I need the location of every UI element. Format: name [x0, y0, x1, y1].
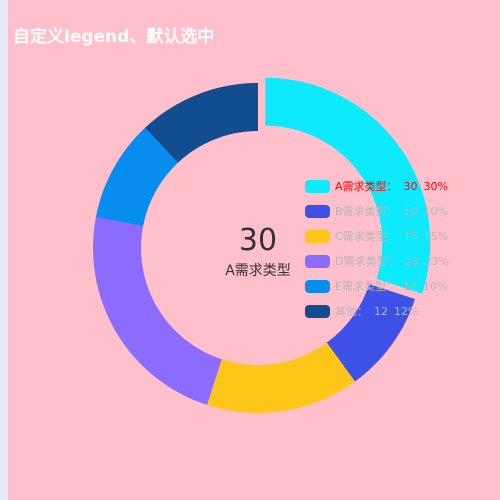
donut-slice-4[interactable]: [95, 127, 178, 227]
legend-value: 10: [402, 280, 417, 293]
legend-name: A需求类型：: [335, 180, 398, 193]
legend-percent: 10%: [423, 205, 448, 218]
legend-percent: 30%: [423, 180, 448, 193]
legend-value: 15: [403, 230, 418, 243]
legend-swatch: [305, 305, 330, 318]
legend-percent: 15%: [423, 230, 449, 243]
center-value: 30: [239, 223, 277, 258]
legend-text: D需求类型： 23 23%: [335, 254, 449, 269]
legend-value: 12: [374, 305, 388, 318]
legend-percent: 23%: [424, 255, 449, 268]
center-label: A需求类型: [225, 263, 291, 279]
legend-swatch: [305, 255, 330, 268]
donut-chart: 30 A需求类型: [92, 77, 431, 413]
legend-item-1[interactable]: B需求类型： 10 10%: [305, 204, 449, 229]
chart-container: 自定义legend、默认选中 30 A需求类型 A需求类型： 30 30% B需求类型…: [8, 0, 500, 500]
donut-slice-2[interactable]: [207, 342, 355, 413]
legend-text: A需求类型： 30 30%: [335, 179, 448, 194]
legend-name: E需求类型：: [335, 280, 397, 293]
donut-slice-0[interactable]: [265, 77, 431, 294]
legend-item-5[interactable]: 其他： 12 12%: [305, 304, 449, 329]
legend-name: B需求类型：: [335, 205, 398, 218]
legend-item-3[interactable]: D需求类型： 23 23%: [305, 254, 449, 279]
legend-swatch: [305, 280, 330, 293]
chart-title: 自定义legend、默认选中: [13, 27, 215, 47]
legend-name: D需求类型：: [335, 255, 399, 268]
legend-swatch: [305, 230, 330, 243]
legend-percent: 10%: [422, 280, 448, 293]
legend-value: 30: [403, 180, 418, 193]
legend-name: 其他：: [335, 305, 368, 318]
donut-slice-1[interactable]: [326, 284, 415, 382]
legend-percent: 12%: [394, 305, 419, 318]
legend-item-0[interactable]: A需求类型： 30 30%: [305, 179, 449, 204]
legend-text: E需求类型： 10 10%: [335, 279, 447, 294]
legend-text: 其他： 12 12%: [335, 304, 418, 319]
legend-value: 10: [403, 205, 418, 218]
legend-swatch: [305, 180, 330, 193]
donut-slice-3[interactable]: [92, 217, 222, 405]
donut-slice-5[interactable]: [145, 83, 258, 163]
legend-item-2[interactable]: C需求类型： 15 15%: [305, 229, 449, 254]
legend-item-4[interactable]: E需求类型： 10 10%: [305, 279, 449, 304]
legend-text: B需求类型： 10 10%: [335, 204, 448, 219]
legend-swatch: [305, 205, 330, 218]
legend: A需求类型： 30 30% B需求类型： 10 10% C需求类型： 15 15% D需求类型： 2…: [305, 179, 449, 329]
legend-value: 23: [404, 255, 419, 268]
legend-text: C需求类型： 15 15%: [335, 229, 448, 244]
legend-name: C需求类型：: [335, 230, 398, 243]
